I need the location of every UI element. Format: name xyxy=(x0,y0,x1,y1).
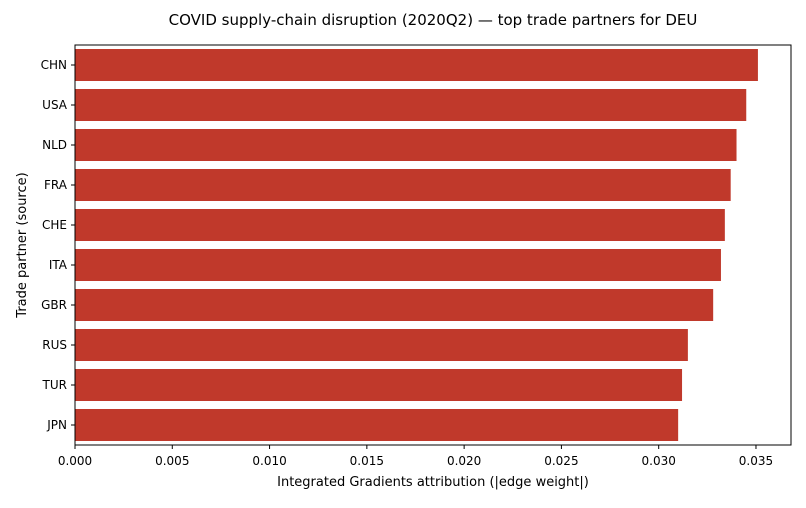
y-tick-label-usa: USA xyxy=(42,98,68,112)
bar-ita xyxy=(75,249,721,281)
y-tick-label-che: CHE xyxy=(42,218,67,232)
bar-gbr xyxy=(75,289,714,321)
bar-usa xyxy=(75,89,747,121)
bar-jpn xyxy=(75,409,679,441)
y-tick-label-jpn: JPN xyxy=(46,418,67,432)
plot-area-frame xyxy=(74,44,792,446)
bar-che xyxy=(75,209,725,241)
y-tick-label-rus: RUS xyxy=(42,338,67,352)
y-tick-label-gbr: GBR xyxy=(41,298,67,312)
y-tick-label-ita: ITA xyxy=(49,258,68,272)
chart-title: COVID supply-chain disruption (2020Q2) —… xyxy=(169,11,698,29)
y-tick-label-chn: CHN xyxy=(41,58,67,72)
y-ticks-layer: CHN USA NLD FRA CHE ITA GBR RUS TUR JPN xyxy=(41,58,75,432)
x-tick-label: 0.035 xyxy=(739,454,773,468)
x-tick-label: 0.015 xyxy=(350,454,384,468)
x-tick-label: 0.005 xyxy=(155,454,189,468)
x-tick-label: 0.025 xyxy=(544,454,578,468)
bar-fra xyxy=(75,169,731,201)
x-axis-label: Integrated Gradients attribution (|edge … xyxy=(277,475,589,490)
y-tick-label-tur: TUR xyxy=(42,378,67,392)
bar-rus xyxy=(75,329,688,361)
bar-nld xyxy=(75,129,737,161)
bars-layer xyxy=(75,49,758,441)
y-axis-label: Trade partner (source) xyxy=(15,172,30,318)
x-tick-label: 0.000 xyxy=(58,454,92,468)
bar-chn xyxy=(75,49,758,81)
y-tick-label-fra: FRA xyxy=(44,178,68,192)
x-tick-label: 0.020 xyxy=(447,454,481,468)
x-ticks-layer: 0.000 0.005 0.010 0.015 0.020 0.025 0.030 0.035 xyxy=(58,445,773,468)
y-tick-label-nld: NLD xyxy=(42,138,67,152)
x-tick-label: 0.030 xyxy=(642,454,676,468)
x-tick-label: 0.010 xyxy=(252,454,286,468)
bar-tur xyxy=(75,369,683,401)
